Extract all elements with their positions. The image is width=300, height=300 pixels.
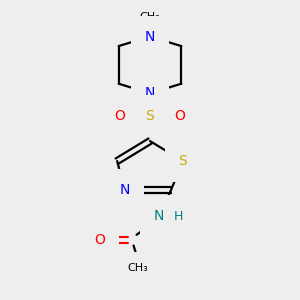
- Text: O: O: [115, 109, 126, 123]
- Text: H: H: [174, 210, 183, 223]
- Text: N: N: [145, 86, 155, 100]
- Text: N: N: [145, 29, 155, 44]
- Text: S: S: [178, 154, 187, 168]
- Text: N: N: [119, 183, 130, 197]
- Text: O: O: [174, 109, 185, 123]
- Text: CH₃: CH₃: [128, 263, 148, 273]
- Text: N: N: [154, 209, 164, 223]
- Text: S: S: [146, 109, 154, 123]
- Text: CH₃: CH₃: [140, 12, 160, 22]
- Text: O: O: [94, 233, 105, 247]
